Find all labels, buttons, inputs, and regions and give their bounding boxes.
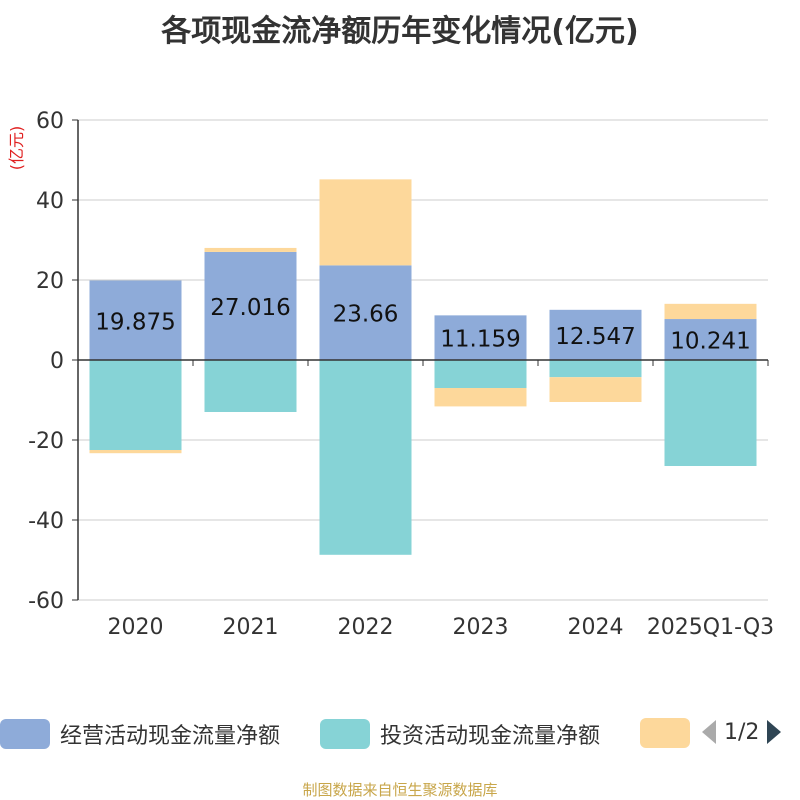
y-tick-label: 0	[50, 349, 64, 374]
bar-series2-2021[interactable]	[204, 247, 297, 252]
data-label: 23.66	[333, 302, 399, 328]
data-label: 10.241	[670, 329, 750, 355]
data-label: 11.159	[440, 327, 520, 353]
bar-series1-2022[interactable]	[319, 360, 412, 555]
legend-item-investing[interactable]: 投资活动现金流量净额	[320, 718, 600, 750]
y-tick-label: -20	[28, 429, 64, 454]
legend-swatch-financing	[640, 718, 690, 748]
label-layer: 19.875 27.016 23.66 11.159 12.547 10.241	[95, 295, 750, 355]
legend-label-investing: 投资活动现金流量净额	[380, 724, 601, 749]
x-tick-label: 2022	[338, 615, 394, 640]
next-page-icon[interactable]	[765, 718, 783, 746]
y-axis-title: (亿元)	[7, 126, 26, 171]
axis-layer: 60 40 20 0 -20 -40 -60 (亿元) 2020 2021 2022 2023 2024…	[7, 109, 774, 640]
y-tick-label: -40	[28, 509, 64, 534]
data-label: 12.547	[555, 324, 635, 350]
bar-series2-2020[interactable]	[89, 450, 182, 454]
data-source-note: 制图数据来自恒生聚源数据库	[302, 781, 498, 799]
bar-series2-2023[interactable]	[434, 388, 527, 407]
bar-series1-2025Q1-Q3[interactable]	[664, 360, 757, 466]
legend-pager: 1/2	[700, 718, 783, 746]
y-tick-label: -60	[28, 589, 64, 614]
x-tick-label: 2024	[568, 615, 624, 640]
legend: 经营活动现金流量净额 投资活动现金流量净额 1/2	[0, 712, 800, 756]
y-tick-label: 20	[36, 269, 64, 294]
legend-swatch-investing	[320, 719, 370, 749]
y-tick-label: 60	[36, 109, 64, 134]
bar-series1-2023[interactable]	[434, 360, 527, 388]
bar-layer	[89, 179, 757, 555]
bar-series1-2020[interactable]	[89, 360, 182, 450]
bar-series0-2023[interactable]	[434, 315, 527, 360]
bar-series0-2025Q1-Q3[interactable]	[664, 319, 757, 360]
legend-label-operating: 经营活动现金流量净额	[60, 724, 281, 749]
bar-series2-2025Q1-Q3[interactable]	[664, 303, 757, 320]
bar-series2-2024[interactable]	[549, 377, 642, 402]
bar-series0-2024[interactable]	[549, 309, 642, 360]
prev-page-icon[interactable]	[700, 718, 718, 746]
legend-item-operating[interactable]: 经营活动现金流量净额	[0, 718, 280, 750]
legend-page-indicator: 1/2	[724, 719, 760, 745]
x-tick-label: 2021	[223, 615, 279, 640]
chart-svg: 60 40 20 0 -20 -40 -60 (亿元) 2020 2021 2022 2023 2024…	[7, 109, 774, 640]
y-tick-label: 40	[36, 189, 64, 214]
legend-item-financing[interactable]	[640, 718, 690, 748]
x-tick-label: 2025Q1-Q3	[647, 615, 774, 640]
data-label: 19.875	[95, 309, 175, 335]
x-tick-label: 2023	[453, 615, 509, 640]
bar-series0-2020[interactable]	[89, 280, 182, 361]
data-label: 27.016	[210, 295, 290, 321]
bar-series0-2021[interactable]	[204, 251, 297, 360]
bar-series1-2021[interactable]	[204, 360, 297, 412]
bar-series2-2022[interactable]	[319, 179, 412, 266]
bar-series1-2024[interactable]	[549, 360, 642, 378]
chart-title: 各项现金流净额历年变化情况(亿元)	[161, 14, 639, 49]
x-tick-label: 2020	[108, 615, 164, 640]
bar-series0-2022[interactable]	[319, 265, 412, 360]
legend-swatch-operating	[0, 719, 50, 749]
